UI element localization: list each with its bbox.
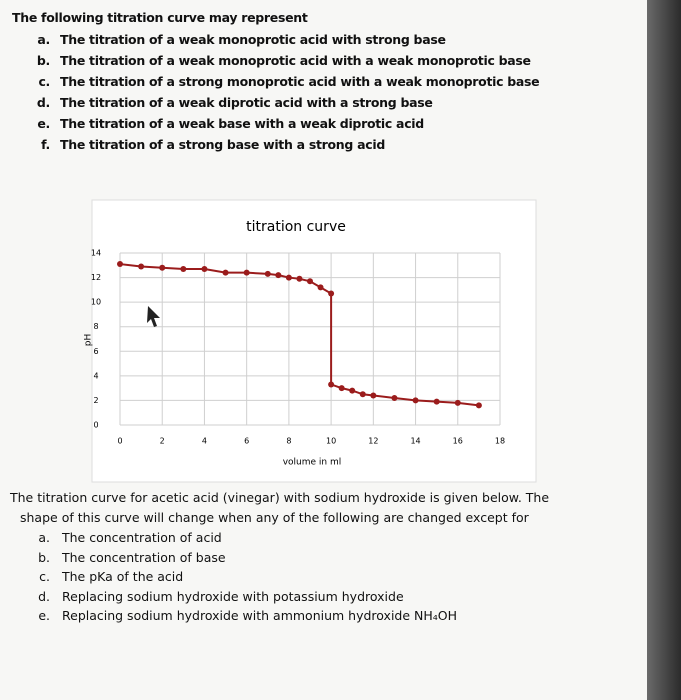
question-1: The following titration curve may repres… xyxy=(12,10,540,158)
x-tick-label: 0 xyxy=(117,437,122,446)
data-point xyxy=(328,290,335,297)
option-text: The titration of a weak monoprotic acid … xyxy=(60,32,446,47)
data-point xyxy=(433,398,440,405)
data-point xyxy=(296,275,303,282)
x-tick-label: 2 xyxy=(160,437,165,446)
y-tick-label: 8 xyxy=(93,322,98,331)
y-axis-label: pH xyxy=(84,334,94,346)
x-tick-label: 6 xyxy=(244,437,249,446)
option-text: The pKa of the acid xyxy=(62,569,184,584)
data-point xyxy=(475,402,482,409)
option-letter: d. xyxy=(38,588,50,604)
y-tick-label: 10 xyxy=(91,298,101,307)
data-point xyxy=(138,263,145,270)
data-point xyxy=(338,385,345,392)
option-letter: e. xyxy=(38,608,50,623)
data-point xyxy=(359,391,366,398)
option: d. Replacing sodium hydroxide with potass… xyxy=(10,589,570,609)
option-text: Replacing sodium hydroxide with potassiu… xyxy=(62,588,404,604)
data-point xyxy=(243,269,250,276)
option: a. The concentration of acid xyxy=(10,530,570,550)
option-letter: d. xyxy=(36,95,50,110)
option: b. The titration of a weak monoprotic aci… xyxy=(12,53,539,74)
question-prompt: The titration curve for acetic acid (vin… xyxy=(10,490,550,525)
y-tick-label: 6 xyxy=(93,347,98,356)
option: b. The concentration of base xyxy=(10,550,570,570)
option-letter: c. xyxy=(39,569,50,584)
y-tick-label: 12 xyxy=(91,273,101,282)
data-point xyxy=(159,264,166,271)
chart-frame xyxy=(91,199,537,483)
data-point xyxy=(349,387,356,394)
option-letter: c. xyxy=(38,74,50,89)
option: e. The titration of a weak base with a we… xyxy=(12,116,539,137)
option-list: a. The concentration of acid b. The concent… xyxy=(10,530,570,628)
option-letter: f. xyxy=(41,137,50,152)
data-point xyxy=(454,399,461,406)
data-point xyxy=(370,392,377,399)
data-point xyxy=(222,269,229,276)
data-point xyxy=(391,394,398,401)
data-point xyxy=(285,274,292,281)
option: e. Replacing sodium hydroxide with ammoni… xyxy=(10,608,570,628)
data-point xyxy=(317,284,324,291)
data-point xyxy=(412,397,419,404)
option-text: The titration of a weak monoprotic acid … xyxy=(60,53,531,68)
option: c. The pKa of the acid xyxy=(10,569,570,589)
option-text: Replacing sodium hydroxide with ammonium… xyxy=(62,608,458,623)
x-tick-label: 16 xyxy=(453,437,463,446)
data-point xyxy=(117,261,123,268)
option-text: The titration of a weak base with a weak… xyxy=(60,116,424,131)
y-tick-label: 2 xyxy=(93,396,98,405)
y-tick-label: 0 xyxy=(93,421,98,430)
data-point xyxy=(307,278,313,285)
cursor-arrow xyxy=(147,306,160,327)
chart-title: titration curve xyxy=(246,219,346,235)
option: c. The titration of a strong monoprotic a… xyxy=(12,74,539,95)
x-tick-label: 12 xyxy=(368,437,378,446)
x-axis-label: volume in ml xyxy=(283,458,342,468)
photo-edge xyxy=(647,0,681,700)
option-letter: a. xyxy=(38,530,50,545)
option-text: The titration of a weak diprotic acid wi… xyxy=(60,95,433,110)
data-point xyxy=(201,265,208,272)
option-letter: b. xyxy=(38,549,50,565)
question-prompt: The following titration curve may repres… xyxy=(12,10,308,25)
data-point xyxy=(328,381,335,388)
option-letter: b. xyxy=(36,53,50,68)
x-tick-label: 14 xyxy=(410,437,420,446)
question-2: The titration curve for acetic acid (vin… xyxy=(10,488,570,628)
option-letter: a. xyxy=(37,32,50,47)
option-text: The titration of a strong monoprotic aci… xyxy=(60,74,540,89)
option-text: The concentration of acid xyxy=(62,530,222,545)
y-tick-label: 4 xyxy=(93,371,98,380)
option-letter: e. xyxy=(37,116,50,131)
option: d. The titration of a weak diprotic acid … xyxy=(12,95,539,116)
data-line xyxy=(119,263,480,407)
data-point xyxy=(264,270,271,277)
x-tick-label: 8 xyxy=(286,437,291,446)
option-text: The titration of a strong base with a st… xyxy=(60,137,385,152)
option: f. The titration of a strong base with a … xyxy=(12,137,539,158)
x-tick-label: 4 xyxy=(202,437,207,446)
x-tick-label: 18 xyxy=(495,437,505,446)
y-tick-label: 14 xyxy=(91,249,101,258)
option-text: The concentration of base xyxy=(62,549,226,565)
x-tick-label: 10 xyxy=(326,437,336,446)
option: a. The titration of a weak monoprotic aci… xyxy=(12,32,539,53)
data-point xyxy=(180,265,187,272)
option-list: a. The titration of a weak monoprotic aci… xyxy=(12,32,540,158)
data-point xyxy=(275,272,282,279)
